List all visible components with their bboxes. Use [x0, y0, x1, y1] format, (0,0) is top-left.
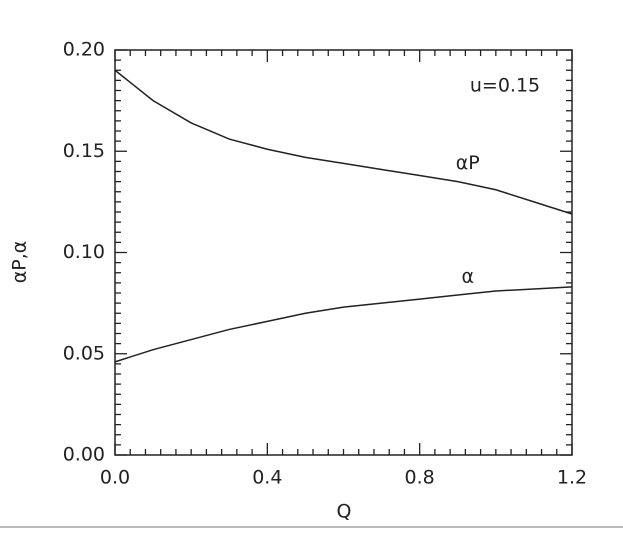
x-tick-label: 0.8: [405, 467, 435, 489]
x-axis-label: Q: [337, 501, 352, 523]
series-line: [114, 69, 573, 215]
x-tick-label: 0.0: [100, 467, 130, 489]
y-tick-label: 0.15: [63, 140, 105, 162]
series-label: αP: [456, 152, 480, 174]
series-line: [114, 286, 573, 363]
series-label: α: [461, 266, 474, 288]
y-tick-label: 0.00: [63, 444, 105, 466]
plot-frame: [114, 49, 573, 456]
y-axis-label: αP,α: [9, 241, 31, 284]
annotation: u=0.15: [470, 75, 540, 97]
y-tick-label: 0.10: [63, 241, 105, 263]
y-tick-label: 0.05: [63, 342, 105, 364]
y-tick-label: 0.20: [63, 39, 105, 61]
x-tick-label: 0.4: [252, 467, 282, 489]
x-tick-label: 1.2: [557, 467, 587, 489]
